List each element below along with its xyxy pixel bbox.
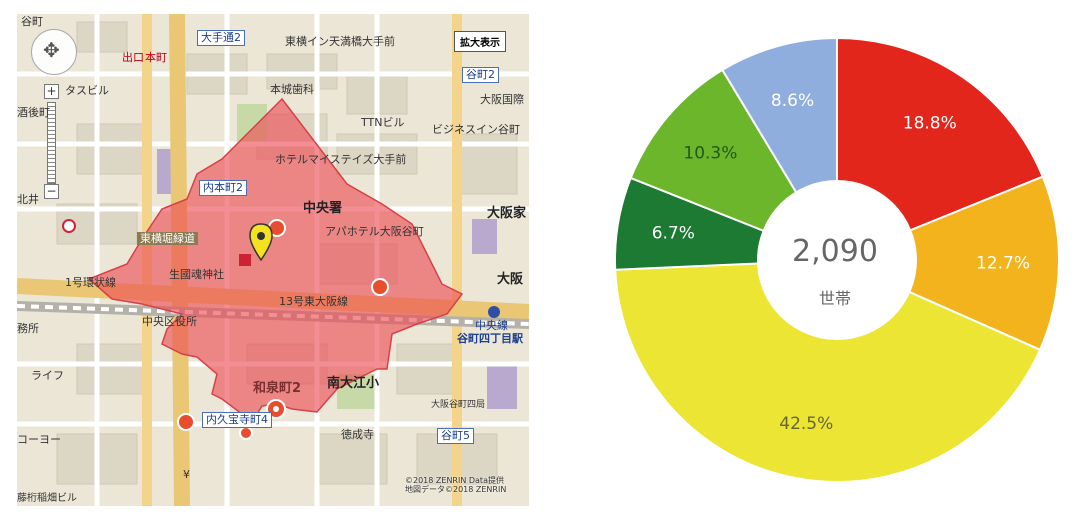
map-copyright: ©2018 ZENRIN Data提供 地図データ©2018 ZENRIN [405,476,506,494]
map-label: 中央線 [475,319,508,332]
map-label: 南大江小 [327,376,380,391]
pie-slice-label: 10.3% [683,144,737,164]
map-label: アパホテル大阪谷町 [325,225,424,238]
map-label-otedori: 大手通2 [197,30,245,47]
zoom-in-button[interactable]: + [44,84,59,99]
map-label: 谷町四丁目駅 [457,332,523,345]
enlarge-button[interactable]: 拡大表示 [454,31,506,52]
pie-slice-label: 42.5% [779,414,833,434]
map-label: 1号環状線 [65,276,116,289]
pie-slice [834,175,1060,352]
donut-chart: 18.8% 12.7% 42.5% 6.7% 10.3% 8.6% [614,36,1060,483]
map-label: 務所 [17,322,39,335]
map-label: 大阪谷町四局 [431,400,486,410]
map-label: ホテルマイステイズ大手前 [275,153,407,166]
map-label: 本城歯科 [270,83,314,96]
map-label: 中央署 [303,201,343,216]
map-label: 和泉町2 [253,381,302,396]
copyright-line: 地図データ©2018 ZENRIN [405,485,507,495]
map-canvas [17,14,529,506]
map-label: ビジネスイン谷町 [432,123,520,136]
map-label: 大阪 [497,272,524,287]
map-label: 13号東大阪線 [279,295,348,308]
map-label: 酒後町 [17,106,50,119]
copyright-line: ©2018 ZENRIN Data提供 [405,476,504,485]
map-label: 本町 [145,51,167,64]
map-label: 中央区役所 [142,315,197,328]
map-label: 藤桁稲畑ビル [17,493,77,504]
map-label: 東横イン天満橋大手前 [285,35,395,48]
pie-slice-label: 18.8% [903,113,957,133]
map-pan-control[interactable]: ✥ [31,29,77,75]
map-label: タスビル [65,84,109,97]
pie-slice [614,258,1042,483]
map-label-tanimachi2: 谷町2 [462,67,499,84]
map-label: ライフ [31,369,64,382]
map-label: 徳成寺 [341,428,374,441]
map-label: 東横堀緑道 [137,232,198,245]
map-label-uchihonmachi: 内本町2 [199,180,247,197]
chart-center-value: 2,090 [792,234,878,269]
map-label: 出口 [122,51,144,64]
pie-slice-label: 8.6% [771,91,814,111]
zoom-slider[interactable] [47,102,56,184]
pie-slice-label: 6.7% [652,223,695,243]
map-label: コーヨー [17,433,61,446]
map-label: 大阪国際 [480,93,524,106]
map-label-uchikyuhoji: 内久宝寺町4 [202,412,272,429]
chart-center-unit: 世帯 [818,289,851,308]
donut-hole [757,180,917,340]
map-label: 生國魂神社 [169,268,224,281]
map-label: TTNビル [361,116,405,129]
map-label: ¥ [183,468,190,481]
pie-slice-label: 12.7% [976,254,1030,274]
map-label: 谷町 [21,15,43,28]
zoom-out-button[interactable]: − [44,184,59,199]
map-label: 北井 [17,193,39,206]
move-arrows-icon: ✥ [43,38,60,62]
map-panel[interactable]: ✥ + − 拡大表示 大手通2 谷町2 内本町2 内久宝寺町4 谷町5 谷町 東… [17,14,529,506]
map-label-tanimachi5: 谷町5 [437,428,474,445]
map-label: 大阪家 [487,206,527,221]
